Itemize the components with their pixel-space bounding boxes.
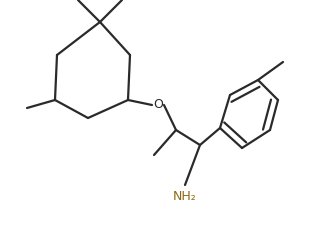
Text: NH₂: NH₂ xyxy=(173,191,197,203)
Text: O: O xyxy=(153,99,163,112)
